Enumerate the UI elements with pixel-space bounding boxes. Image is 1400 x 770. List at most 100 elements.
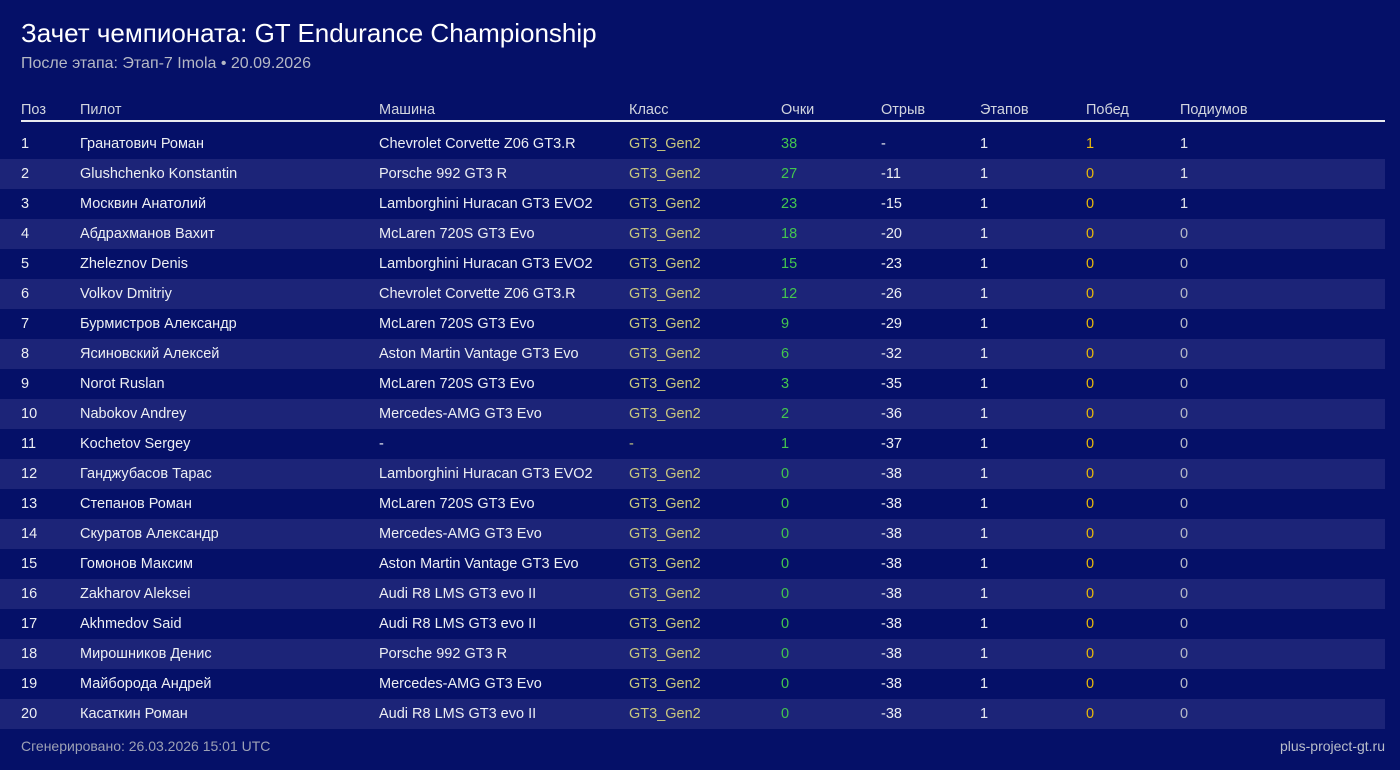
cell-points: 9 bbox=[781, 316, 790, 332]
cell-pilot: Ганджубасов Тарас bbox=[80, 466, 212, 482]
cell-class: GT3_Gen2 bbox=[629, 706, 701, 722]
cell-pos: 8 bbox=[21, 346, 30, 362]
cell-pos: 13 bbox=[21, 496, 38, 512]
cell-podiums: 1 bbox=[1180, 166, 1189, 182]
cell-points: 23 bbox=[781, 196, 798, 212]
cell-gap: -38 bbox=[881, 616, 902, 632]
table-row: 18 Мирошников Денис Porsche 992 GT3 R GT3_G… bbox=[0, 639, 1385, 669]
cell-pos: 1 bbox=[21, 136, 30, 152]
cell-stages: 1 bbox=[980, 406, 989, 422]
page-title: Зачет чемпионата: GT Endurance Champions… bbox=[21, 18, 597, 48]
cell-class: - bbox=[629, 436, 634, 452]
cell-car: Porsche 992 GT3 R bbox=[379, 166, 508, 182]
cell-stages: 1 bbox=[980, 646, 989, 662]
cell-class: GT3_Gen2 bbox=[629, 286, 701, 302]
cell-gap: -38 bbox=[881, 496, 902, 512]
cell-gap: -15 bbox=[881, 196, 902, 212]
cell-class: GT3_Gen2 bbox=[629, 166, 701, 182]
cell-gap: -35 bbox=[881, 376, 902, 392]
cell-gap: -38 bbox=[881, 466, 902, 482]
cell-car: Lamborghini Huracan GT3 EVO2 bbox=[379, 196, 593, 212]
generated-timestamp: Сгенерировано: 26.03.2026 15:01 UTC bbox=[21, 738, 271, 754]
table-row: 8 Ясиновский Алексей Aston Martin Vantage … bbox=[0, 339, 1385, 369]
table-row: 7 Бурмистров Александр McLaren 720S GT3 Ev… bbox=[0, 309, 1385, 339]
cell-gap: -20 bbox=[881, 226, 902, 242]
column-header: Побед bbox=[1086, 102, 1129, 118]
column-header: Машина bbox=[379, 102, 436, 118]
cell-pilot: Akhmedov Said bbox=[80, 616, 182, 632]
cell-car: Chevrolet Corvette Z06 GT3.R bbox=[379, 286, 576, 302]
cell-wins: 0 bbox=[1086, 616, 1095, 632]
cell-wins: 0 bbox=[1086, 166, 1095, 182]
page-subtitle: После этапа: Этап-7 Imola • 20.09.2026 bbox=[21, 55, 311, 72]
cell-wins: 0 bbox=[1086, 466, 1095, 482]
site-label: plus-project-gt.ru bbox=[1279, 738, 1385, 754]
column-header: Отрыв bbox=[881, 102, 926, 118]
cell-points: 1 bbox=[781, 436, 790, 452]
cell-pos: 19 bbox=[21, 676, 38, 692]
column-header: Очки bbox=[781, 102, 815, 118]
header-divider bbox=[21, 120, 1385, 122]
column-header: Пилот bbox=[80, 102, 122, 118]
cell-pilot: Гранатович Роман bbox=[80, 136, 204, 152]
cell-gap: -32 bbox=[881, 346, 902, 362]
cell-stages: 1 bbox=[980, 136, 989, 152]
cell-points: 15 bbox=[781, 256, 798, 272]
cell-pilot: Абдрахманов Вахит bbox=[80, 226, 215, 242]
cell-class: GT3_Gen2 bbox=[629, 676, 701, 692]
cell-stages: 1 bbox=[980, 676, 989, 692]
cell-stages: 1 bbox=[980, 436, 989, 452]
table-row: 16 Zakharov Aleksei Audi R8 LMS GT3 evo II… bbox=[0, 579, 1385, 609]
cell-podiums: 0 bbox=[1180, 676, 1189, 692]
cell-car: Lamborghini Huracan GT3 EVO2 bbox=[379, 466, 593, 482]
cell-gap: -38 bbox=[881, 586, 902, 602]
cell-podiums: 0 bbox=[1180, 616, 1189, 632]
cell-podiums: 0 bbox=[1180, 586, 1189, 602]
cell-podiums: 0 bbox=[1180, 646, 1189, 662]
column-header: Подиумов bbox=[1180, 102, 1248, 118]
table-row: 9 Norot Ruslan McLaren 720S GT3 Evo GT3_Gen… bbox=[0, 369, 1385, 399]
cell-points: 0 bbox=[781, 646, 790, 662]
cell-pos: 3 bbox=[21, 196, 30, 212]
cell-car: McLaren 720S GT3 Evo bbox=[379, 376, 535, 392]
cell-pos: 16 bbox=[21, 586, 38, 602]
cell-pilot: Скуратов Александр bbox=[80, 526, 219, 542]
cell-car: Audi R8 LMS GT3 evo II bbox=[379, 586, 537, 602]
cell-podiums: 0 bbox=[1180, 496, 1189, 512]
cell-podiums: 0 bbox=[1180, 346, 1189, 362]
table-row: 2 Glushchenko Konstantin Porsche 992 GT3 R… bbox=[0, 159, 1385, 189]
cell-pilot: Ясиновский Алексей bbox=[80, 346, 220, 362]
page-footer: Сгенерировано: 26.03.2026 15:01 UTC plus… bbox=[21, 738, 1385, 755]
cell-points: 27 bbox=[781, 166, 798, 182]
cell-points: 0 bbox=[781, 466, 790, 482]
table-row: 11 Kochetov Sergey - - 1 -37 1 0 0 bbox=[0, 429, 1385, 459]
cell-class: GT3_Gen2 bbox=[629, 526, 701, 542]
cell-stages: 1 bbox=[980, 556, 989, 572]
cell-wins: 0 bbox=[1086, 256, 1095, 272]
cell-stages: 1 bbox=[980, 466, 989, 482]
cell-gap: - bbox=[881, 136, 886, 152]
cell-stages: 1 bbox=[980, 166, 989, 182]
cell-gap: -11 bbox=[881, 166, 901, 182]
cell-gap: -36 bbox=[881, 406, 902, 422]
cell-pilot: Майборода Андрей bbox=[80, 676, 212, 692]
cell-class: GT3_Gen2 bbox=[629, 256, 701, 272]
cell-pilot: Zakharov Aleksei bbox=[80, 586, 191, 602]
cell-points: 0 bbox=[781, 676, 790, 692]
cell-car: Mercedes-AMG GT3 Evo bbox=[379, 406, 542, 422]
cell-pos: 14 bbox=[21, 526, 38, 542]
cell-car: McLaren 720S GT3 Evo bbox=[379, 496, 535, 512]
cell-pilot: Norot Ruslan bbox=[80, 376, 165, 392]
cell-podiums: 0 bbox=[1180, 376, 1189, 392]
cell-class: GT3_Gen2 bbox=[629, 406, 701, 422]
cell-wins: 1 bbox=[1086, 136, 1095, 152]
cell-class: GT3_Gen2 bbox=[629, 316, 701, 332]
cell-points: 6 bbox=[781, 346, 790, 362]
cell-points: 0 bbox=[781, 586, 790, 602]
table-header-row: Поз Пилот Машина Класс Очки Отрыв Этапов Побед П… bbox=[0, 100, 1400, 120]
cell-class: GT3_Gen2 bbox=[629, 226, 701, 242]
cell-wins: 0 bbox=[1086, 676, 1095, 692]
cell-stages: 1 bbox=[980, 196, 989, 212]
cell-pos: 11 bbox=[21, 436, 37, 452]
cell-wins: 0 bbox=[1086, 646, 1095, 662]
